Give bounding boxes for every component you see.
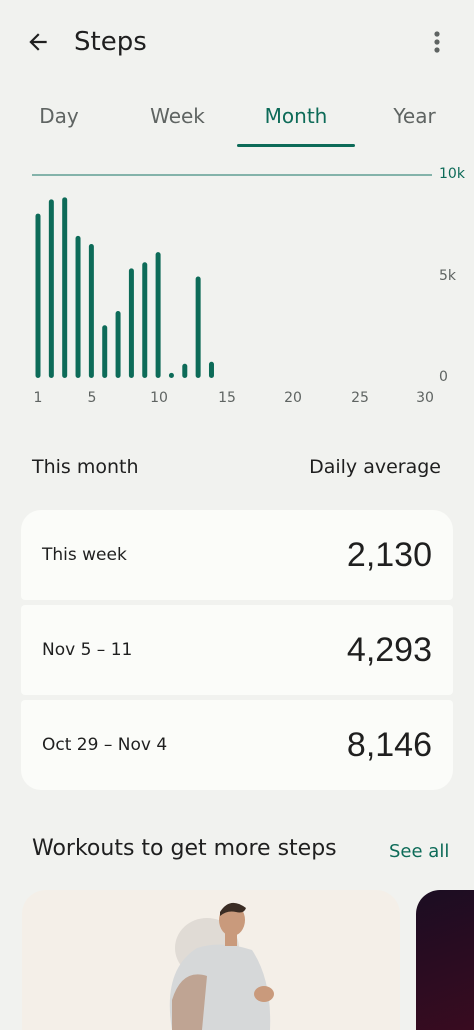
week-label: Nov 5 – 11 xyxy=(42,640,133,660)
active-tab-indicator xyxy=(237,144,355,147)
week-average-value: 2,130 xyxy=(346,536,432,574)
tab-year[interactable]: Year xyxy=(393,104,436,128)
x-tick-15: 15 xyxy=(218,390,236,406)
bar-day-13[interactable] xyxy=(195,276,201,379)
bar-day-6[interactable] xyxy=(102,325,108,378)
steps-bar-chart xyxy=(32,174,432,379)
period-tabs: Day Week Month Year xyxy=(0,96,474,148)
bars-group xyxy=(35,197,214,379)
bar-day-10[interactable] xyxy=(155,252,161,378)
x-tick-25: 25 xyxy=(351,390,369,406)
more-vert-icon xyxy=(434,31,440,53)
y-tick-0: 0 xyxy=(439,369,448,385)
bar-day-14[interactable] xyxy=(208,361,214,378)
more-options-button[interactable] xyxy=(420,24,454,60)
workout-card[interactable] xyxy=(416,890,474,1030)
see-all-link[interactable]: See all xyxy=(389,841,450,862)
bar-day-11[interactable] xyxy=(168,372,174,378)
week-label: Oct 29 – Nov 4 xyxy=(42,735,168,755)
week-average-value: 4,293 xyxy=(346,631,432,669)
week-row-oct-29-nov-4[interactable]: Oct 29 – Nov 4 8,146 xyxy=(21,700,453,790)
x-tick-5: 5 xyxy=(87,390,97,406)
week-row-this-week[interactable]: This week 2,130 xyxy=(21,510,453,600)
bar-day-9[interactable] xyxy=(142,262,148,378)
back-button[interactable] xyxy=(20,24,56,60)
tab-month[interactable]: Month xyxy=(264,104,328,128)
x-tick-1: 1 xyxy=(33,390,43,406)
arrow-back-icon xyxy=(29,33,47,51)
runner-image xyxy=(169,902,274,1030)
tab-day[interactable]: Day xyxy=(39,104,79,128)
x-tick-20: 20 xyxy=(284,390,302,406)
y-tick-10k: 10k xyxy=(439,166,465,182)
bar-day-1[interactable] xyxy=(35,213,41,378)
week-label: This week xyxy=(42,545,127,565)
steps-chart: 10k 5k 0 1 5 10 15 20 25 30 xyxy=(0,160,474,420)
weekly-averages-list: This week 2,130 Nov 5 – 11 4,293 Oct 29 … xyxy=(21,510,453,790)
bar-day-3[interactable] xyxy=(62,197,68,378)
bar-day-5[interactable] xyxy=(88,244,94,378)
bar-day-7[interactable] xyxy=(115,311,121,378)
x-tick-30: 30 xyxy=(416,390,434,406)
week-row-nov-5-11[interactable]: Nov 5 – 11 4,293 xyxy=(21,605,453,695)
this-month-label: This month xyxy=(32,456,139,478)
workout-card[interactable] xyxy=(22,890,400,1030)
workouts-section-title: Workouts to get more steps xyxy=(32,836,337,861)
daily-average-label: Daily average xyxy=(309,456,441,478)
top-app-bar: Steps xyxy=(0,0,474,84)
bar-day-12[interactable] xyxy=(182,363,188,378)
bar-day-8[interactable] xyxy=(128,268,134,378)
page-title: Steps xyxy=(74,27,147,57)
week-average-value: 8,146 xyxy=(346,726,432,764)
tab-week[interactable]: Week xyxy=(150,104,205,128)
y-tick-5k: 5k xyxy=(439,268,457,284)
x-tick-10: 10 xyxy=(150,390,168,406)
bar-day-4[interactable] xyxy=(75,235,81,378)
bar-day-2[interactable] xyxy=(48,199,54,378)
